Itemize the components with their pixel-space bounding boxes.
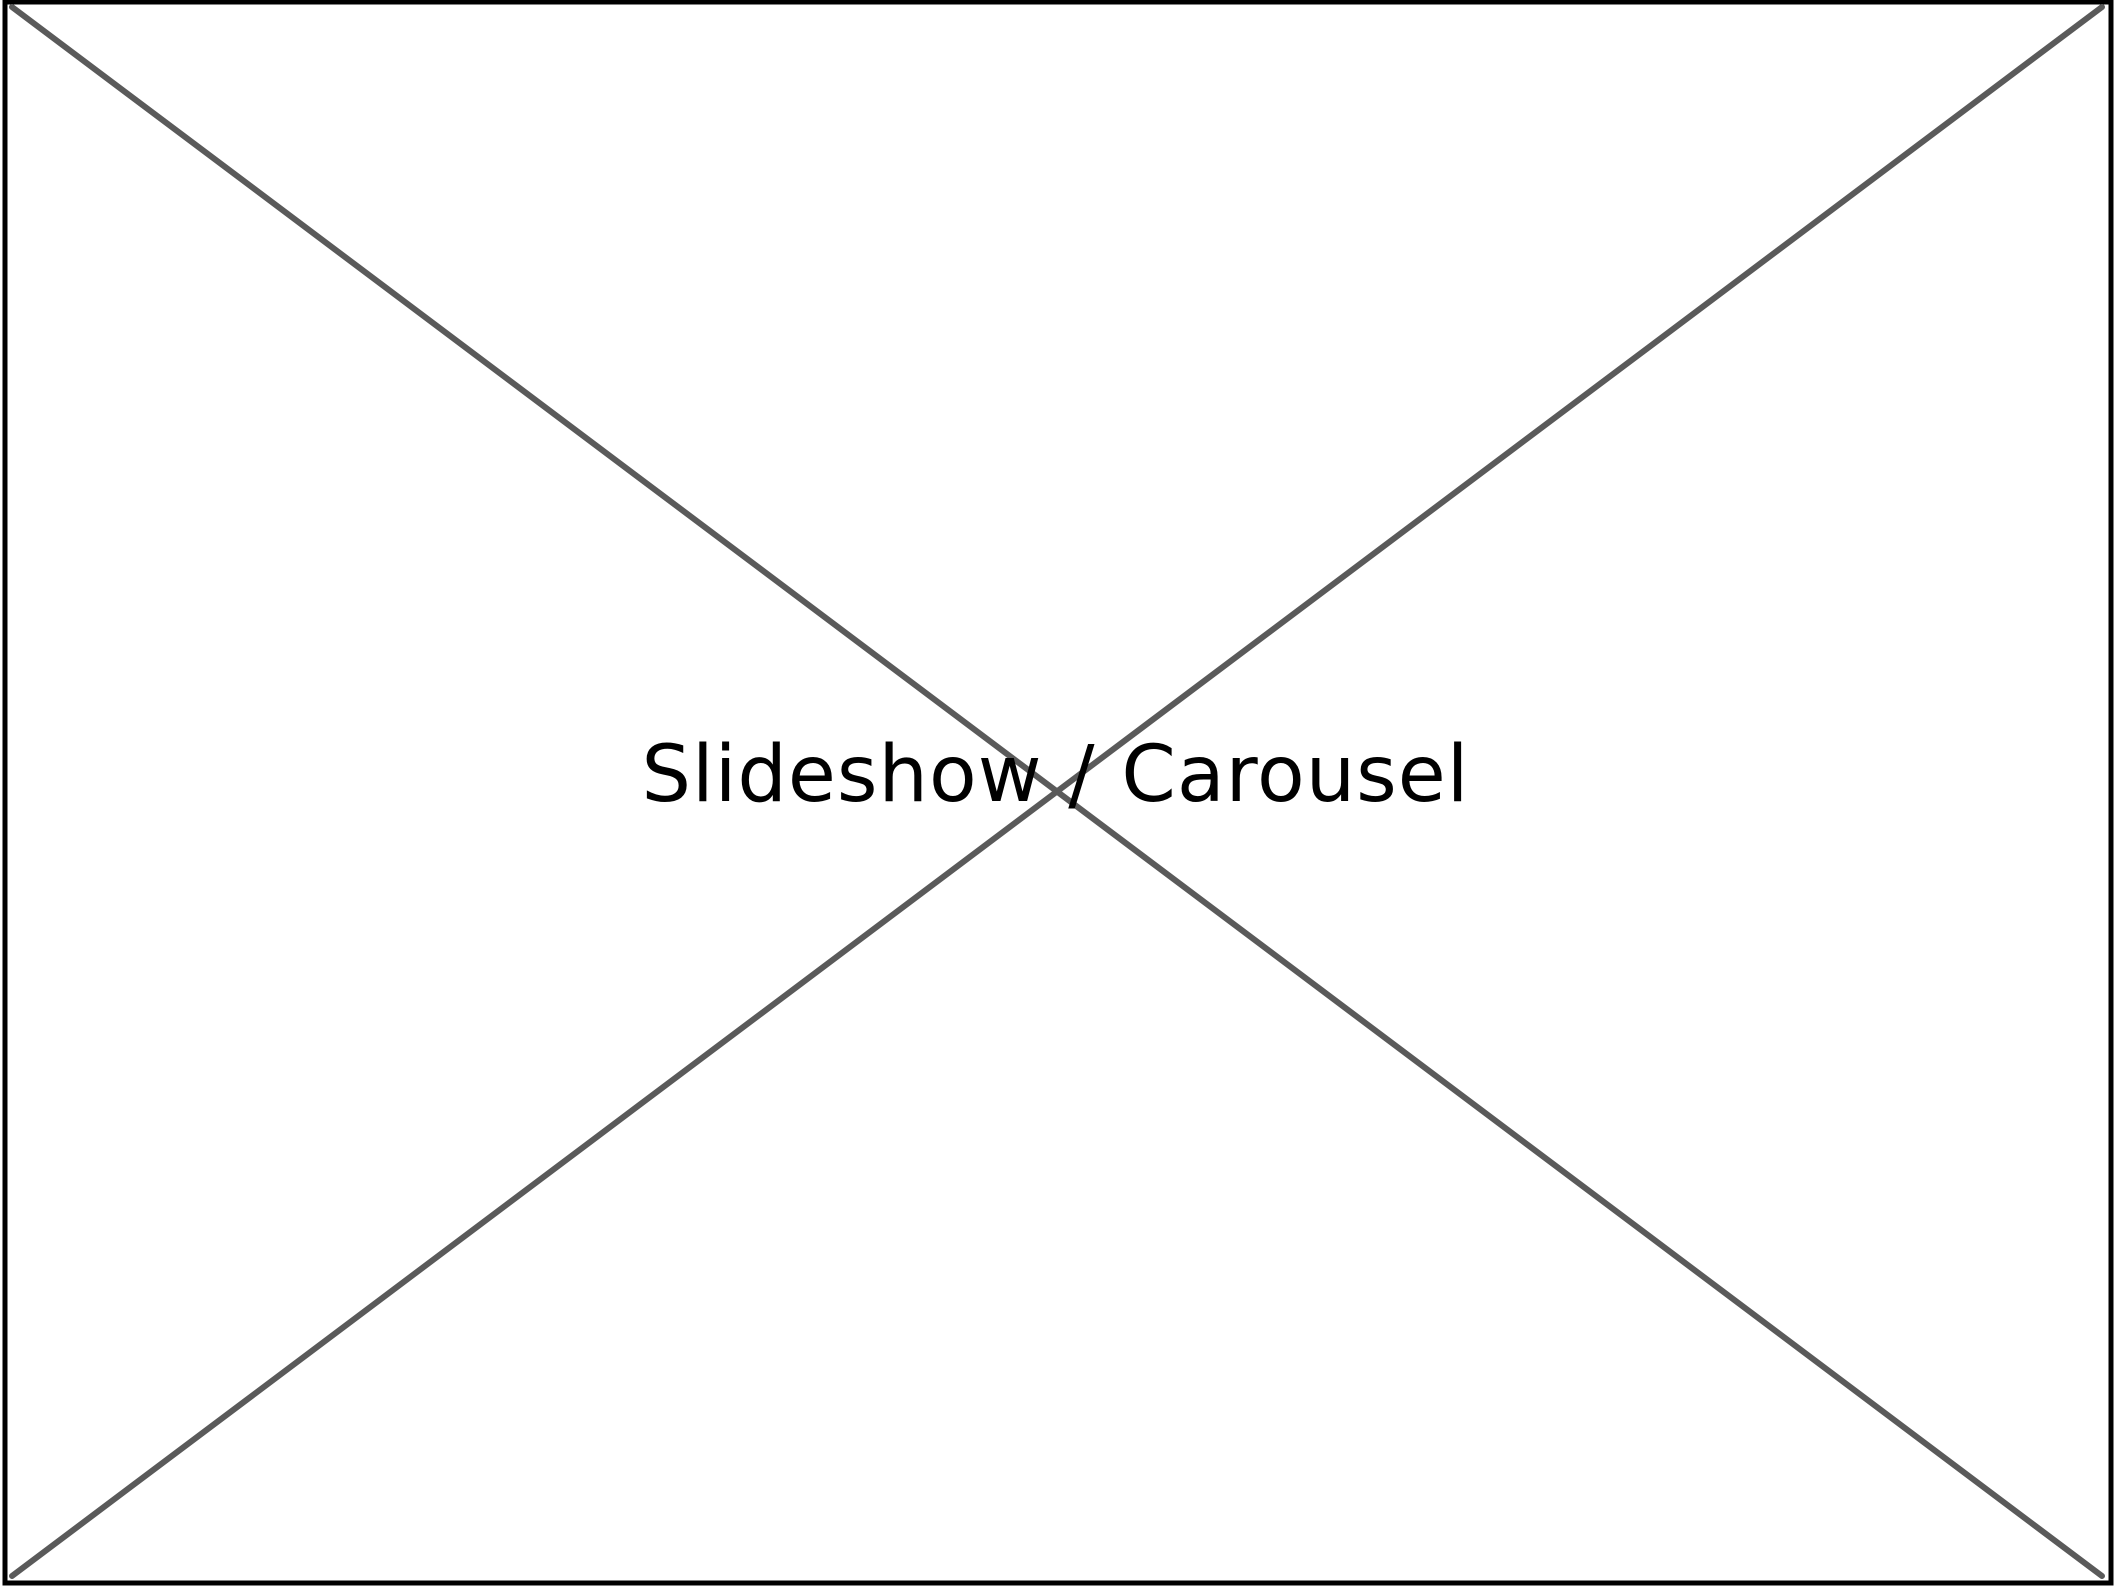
- carousel-diagonal-bottomleft-topright: [9, 4, 2105, 1579]
- carousel-label: Slideshow / Carousel: [641, 730, 1470, 820]
